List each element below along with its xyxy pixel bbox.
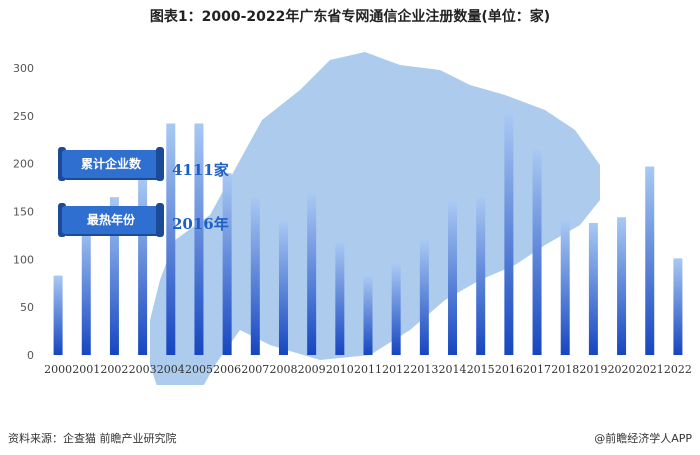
bar-2016 [504, 113, 514, 355]
bar-2020 [617, 217, 627, 355]
callout-ribbon-right-curl [156, 147, 164, 181]
x-tick-label: 2009 [298, 363, 326, 376]
x-tick-label: 2016 [495, 363, 523, 376]
bar-2014 [448, 201, 458, 355]
x-tick-label: 2020 [608, 363, 636, 376]
bar-2005 [194, 123, 204, 355]
bar-2006 [222, 173, 232, 355]
bar-2019 [588, 222, 598, 355]
bar-2017 [532, 149, 542, 355]
x-tick-label: 2013 [410, 363, 438, 376]
x-tick-label: 2018 [551, 363, 579, 376]
guangdong-map-silhouette [150, 52, 600, 385]
bar-2018 [560, 221, 570, 355]
bar-2004 [166, 123, 176, 355]
x-tick-label: 2021 [636, 363, 664, 376]
brand-watermark: @前瞻经济学人APP [594, 432, 692, 445]
bar-2000 [53, 275, 63, 355]
bar-2011 [363, 276, 373, 355]
bar-2003 [138, 178, 148, 355]
source-note: 资料来源：企查猫 前瞻产业研究院 [8, 432, 177, 445]
callout-ribbon-right-curl [156, 203, 164, 237]
x-tick-label: 2019 [579, 363, 607, 376]
bar-2012 [391, 264, 401, 355]
y-tick-label: 200 [13, 158, 34, 171]
chart-title: 图表1：2000-2022年广东省专网通信企业注册数量(单位：家) [149, 9, 551, 25]
bar-2021 [645, 166, 655, 355]
x-tick-label: 2022 [664, 363, 692, 376]
bar-2010 [335, 242, 345, 355]
bar-2009 [307, 194, 317, 355]
callout-hottest-value: 2016年 [172, 215, 229, 233]
x-tick-label: 2003 [129, 363, 157, 376]
y-tick-label: 150 [13, 206, 34, 219]
bar-2002 [109, 197, 119, 355]
bar-2007 [250, 197, 260, 355]
x-tick-label: 2012 [382, 363, 410, 376]
x-tick-label: 2000 [44, 363, 72, 376]
x-tick-label: 2006 [213, 363, 241, 376]
bar-2001 [81, 221, 91, 355]
x-tick-label: 2008 [269, 363, 297, 376]
x-tick-label: 2004 [157, 363, 185, 376]
x-tick-label: 2011 [354, 363, 382, 376]
callout-total-label: 累计企业数 [62, 150, 160, 178]
y-tick-label: 100 [13, 253, 34, 266]
bar-2013 [419, 240, 429, 355]
x-tick-label: 2002 [100, 363, 128, 376]
bar-2022 [673, 258, 683, 355]
x-tick-label: 2014 [439, 363, 467, 376]
y-tick-label: 50 [20, 301, 34, 314]
x-tick-label: 2005 [185, 363, 213, 376]
x-tick-label: 2017 [523, 363, 551, 376]
x-tick-label: 2001 [72, 363, 100, 376]
bar-2015 [476, 197, 486, 355]
y-tick-label: 250 [13, 110, 34, 123]
y-tick-label: 0 [27, 349, 34, 362]
y-tick-label: 300 [13, 62, 34, 75]
bar-2008 [278, 221, 288, 355]
x-tick-label: 2015 [467, 363, 495, 376]
x-tick-label: 2007 [241, 363, 269, 376]
callout-hottest-label: 最热年份 [62, 206, 160, 234]
x-tick-label: 2010 [326, 363, 354, 376]
callout-total-value: 4111家 [172, 161, 229, 179]
